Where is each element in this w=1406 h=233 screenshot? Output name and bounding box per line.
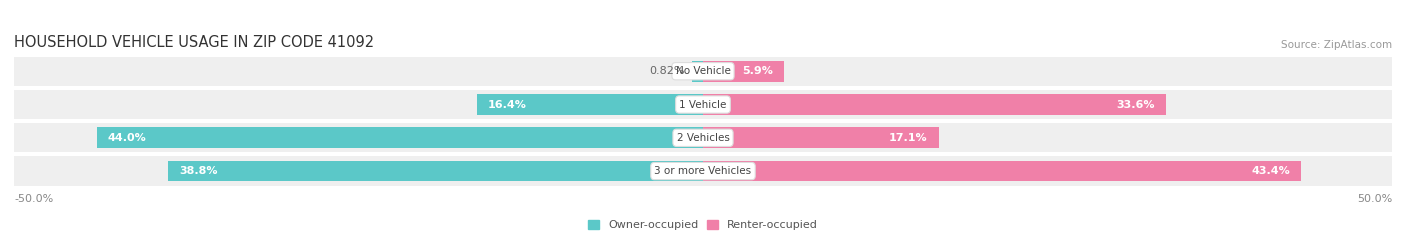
Bar (703, 94, 1166, 115)
Bar (703, 127, 939, 148)
Bar (169, 161, 703, 182)
Text: 1 Vehicle: 1 Vehicle (679, 99, 727, 110)
Text: No Vehicle: No Vehicle (675, 66, 731, 76)
Text: 2 Vehicles: 2 Vehicles (676, 133, 730, 143)
Text: 44.0%: 44.0% (108, 133, 146, 143)
Text: 43.4%: 43.4% (1251, 166, 1289, 176)
Text: HOUSEHOLD VEHICLE USAGE IN ZIP CODE 41092: HOUSEHOLD VEHICLE USAGE IN ZIP CODE 4109… (14, 34, 374, 50)
Text: 38.8%: 38.8% (180, 166, 218, 176)
Text: 16.4%: 16.4% (488, 99, 527, 110)
Bar (97, 127, 703, 148)
Text: 33.6%: 33.6% (1116, 99, 1154, 110)
Bar (703, 161, 1301, 182)
Text: 50.0%: 50.0% (1357, 194, 1392, 204)
Bar (703, 61, 785, 82)
Bar (14, 90, 1392, 119)
Legend: Owner-occupied, Renter-occupied: Owner-occupied, Renter-occupied (588, 220, 818, 230)
Text: 17.1%: 17.1% (889, 133, 928, 143)
Bar (14, 156, 1392, 186)
Bar (692, 61, 703, 82)
Text: 0.82%: 0.82% (650, 66, 685, 76)
Text: Source: ZipAtlas.com: Source: ZipAtlas.com (1281, 40, 1392, 50)
Bar (477, 94, 703, 115)
Bar (14, 123, 1392, 152)
Text: 5.9%: 5.9% (742, 66, 773, 76)
Bar (14, 57, 1392, 86)
Text: -50.0%: -50.0% (14, 194, 53, 204)
Text: 3 or more Vehicles: 3 or more Vehicles (654, 166, 752, 176)
